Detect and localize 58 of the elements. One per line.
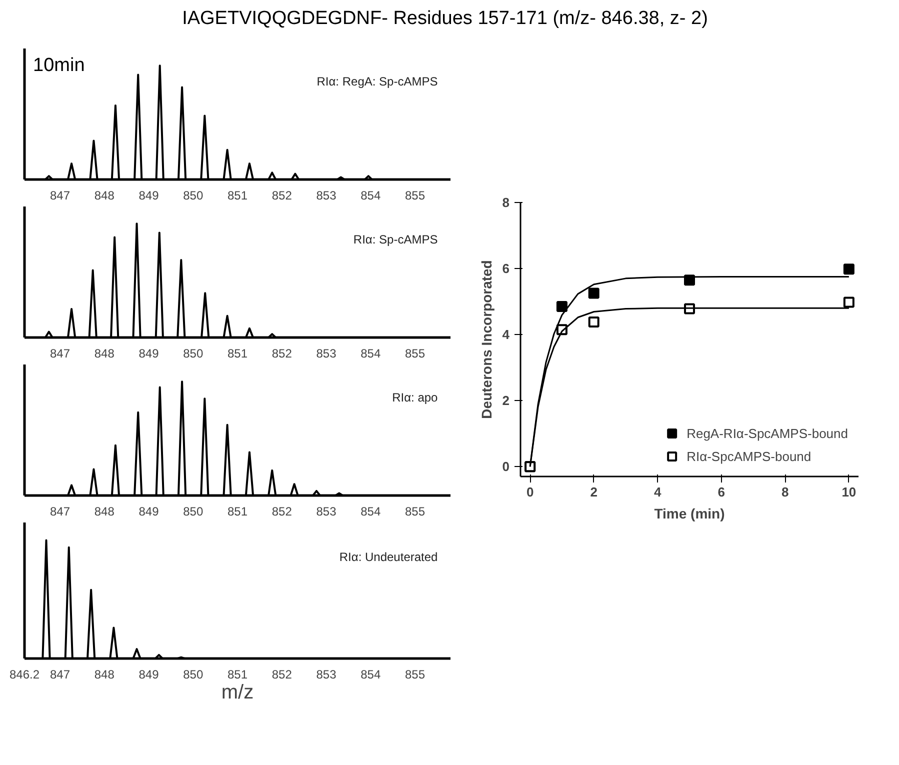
y-axis-title: Deuterons Incorporated bbox=[478, 260, 494, 419]
x-tick-label: 849 bbox=[138, 346, 160, 360]
y-tick-label: 2 bbox=[502, 393, 510, 408]
x-tick-label: 853 bbox=[316, 188, 337, 202]
x-tick-label: 8 bbox=[782, 484, 789, 500]
text: RIα: Undeuterated bbox=[339, 550, 438, 564]
x-tick-label: 850 bbox=[183, 346, 204, 360]
x-tick-label: 850 bbox=[183, 188, 204, 202]
x-tick-label: 855 bbox=[404, 504, 426, 518]
x-tick-label: 854 bbox=[360, 504, 381, 518]
x-tick-label: 855 bbox=[404, 346, 426, 360]
x-tick-label: 855 bbox=[404, 188, 426, 202]
x-tick-label: 852 bbox=[272, 668, 292, 682]
x-tick-label: 852 bbox=[272, 188, 292, 202]
x-tick-label: 0 bbox=[526, 484, 534, 500]
y-tick-label: 4 bbox=[502, 327, 510, 342]
x-tick-label: 854 bbox=[360, 188, 381, 202]
x-tick-label: 854 bbox=[360, 346, 381, 360]
x-tick-label: 848 bbox=[94, 346, 115, 360]
x-tick-label: 853 bbox=[316, 504, 337, 518]
x-tick-label: 848 bbox=[94, 504, 115, 518]
x-tick-label: 852 bbox=[272, 346, 292, 360]
y-tick-label: 6 bbox=[502, 261, 510, 276]
legend-label: RIα-SpcAMPS-bound bbox=[686, 448, 812, 464]
x-tick-label: 848 bbox=[94, 188, 115, 202]
x-tick-label: 850 bbox=[183, 504, 204, 518]
x-tick-label: 853 bbox=[316, 346, 337, 360]
x-axis-title: m/z bbox=[221, 682, 254, 704]
x-tick-label: 847 bbox=[50, 668, 70, 682]
x-tick-label: 851 bbox=[227, 668, 248, 682]
x-tick-label: 853 bbox=[316, 668, 337, 682]
x-tick-label: 846.2 bbox=[9, 668, 40, 682]
x-tick-label: 847 bbox=[50, 188, 70, 202]
x-tick-label: 850 bbox=[183, 668, 204, 682]
x-tick-label: 855 bbox=[404, 668, 426, 682]
x-tick-label: 849 bbox=[138, 504, 160, 518]
x-tick-label: 2 bbox=[590, 484, 598, 500]
y-tick-label: 0 bbox=[502, 459, 510, 474]
x-tick-label: 847 bbox=[50, 346, 70, 360]
annotation: 10min bbox=[33, 55, 85, 76]
x-tick-label: 849 bbox=[138, 188, 160, 202]
x-tick-label: 851 bbox=[227, 188, 248, 202]
x-tick-label: 848 bbox=[94, 668, 115, 682]
x-tick-label: 6 bbox=[718, 484, 726, 500]
x-axis-title: Time (min) bbox=[654, 506, 725, 522]
x-tick-label: 847 bbox=[50, 504, 70, 518]
text: RIα: apo bbox=[392, 390, 438, 404]
x-tick-label: 849 bbox=[138, 668, 160, 682]
chart-title: IAGETVIQQGDEGDNF- Residues 157-171 (m/z- 846.38, z- 2) bbox=[181, 7, 709, 31]
text: RIα: RegA: Sp-cAMPS bbox=[316, 74, 438, 88]
x-tick-label: 4 bbox=[654, 484, 662, 500]
text: RIα: Sp-cAMPS bbox=[353, 232, 438, 246]
x-tick-label: 852 bbox=[272, 504, 292, 518]
legend-label: RegA-RIα-SpcAMPS-bound bbox=[686, 426, 848, 440]
x-tick-label: 854 bbox=[360, 668, 381, 682]
x-tick-label: 851 bbox=[227, 346, 248, 360]
x-tick-label: 851 bbox=[227, 504, 248, 518]
x-tick-label: 10 bbox=[842, 484, 856, 500]
